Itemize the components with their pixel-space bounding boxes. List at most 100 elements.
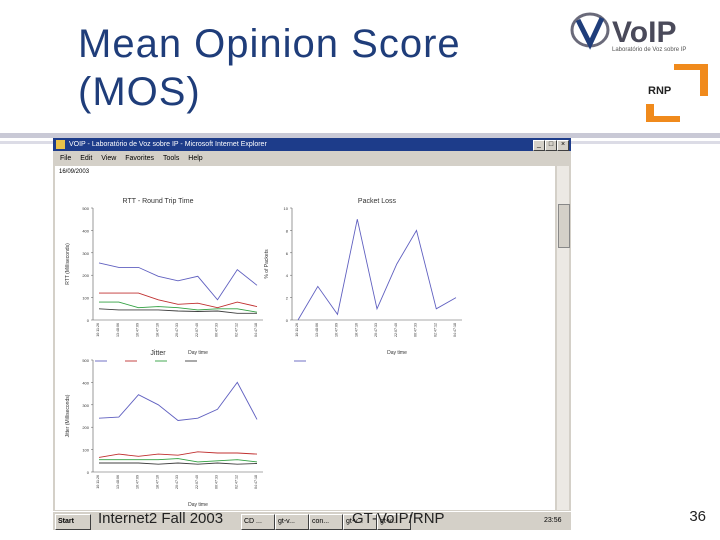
chart-0-series-2-line bbox=[99, 301, 258, 313]
chart-0-ytick-label-4: 400 bbox=[82, 228, 89, 233]
chart-0-ytick-label-2: 200 bbox=[82, 273, 89, 278]
menu-view[interactable]: View bbox=[101, 155, 117, 162]
chart-2-series-3-line bbox=[99, 462, 258, 465]
chart-1-ytick-label-3: 6 bbox=[286, 251, 289, 256]
slide-title: Mean Opinion Score (MOS) bbox=[78, 22, 461, 114]
chart-0-series-1-line bbox=[99, 292, 258, 309]
chart-2-series-1-line bbox=[98, 451, 258, 458]
chart-1-title: Packet Loss bbox=[358, 198, 397, 205]
chart-1-xtick-label-2: 16:47:09 bbox=[335, 323, 339, 337]
voip-logo: VoIP Laboratório de Voz sobre IP bbox=[568, 10, 710, 54]
footer-center: GT-VoIP/RNP bbox=[352, 510, 445, 527]
ie-icon bbox=[56, 140, 65, 149]
chart-2-xtick-label-3: 18:47:16 bbox=[155, 475, 159, 489]
maximize-button[interactable]: □ bbox=[545, 140, 557, 151]
chart-0-xtick-label-6: 00:47:33 bbox=[215, 323, 219, 337]
rnp-logo: RNP bbox=[646, 62, 708, 124]
chart-1-xtick-label-6: 00:47:33 bbox=[414, 323, 418, 337]
menu-file[interactable]: File bbox=[60, 155, 72, 162]
chart-2-ytick-label-3: 300 bbox=[82, 403, 89, 408]
browser-menubar: File Edit View Favorites Tools Help bbox=[53, 152, 571, 165]
minimize-button[interactable]: _ bbox=[533, 140, 545, 151]
chart-2-xtick-label-5: 22:07:40 bbox=[195, 475, 199, 489]
chart-0-xtick-label-1: 13:48:06 bbox=[116, 323, 120, 337]
taskbar-clock: 23:56 bbox=[544, 517, 562, 524]
browser-titlebar: VOIP - Laboratório de Voz sobre IP - Mic… bbox=[53, 138, 571, 151]
menu-favorites[interactable]: Favorites bbox=[125, 155, 155, 162]
chart-2-ytick-label-1: 100 bbox=[82, 448, 89, 453]
chart-2-ytick-label-4: 400 bbox=[82, 380, 89, 385]
browser-window-title: VOIP - Laboratório de Voz sobre IP - Mic… bbox=[69, 141, 267, 148]
browser-content: 16/09/2003 RTT - Round Trip Time 0 100 200 3… bbox=[55, 166, 555, 510]
chart-0-ytick-label-0: 0 bbox=[87, 318, 90, 323]
start-button[interactable]: Start bbox=[55, 514, 91, 530]
page-number: 36 bbox=[689, 508, 706, 525]
chart-1-series-0-line bbox=[297, 219, 457, 321]
chart-2-xtick-label-8: 04:47:18 bbox=[254, 475, 258, 489]
browser-screenshot: VOIP - Laboratório de Voz sobre IP - Mic… bbox=[53, 138, 571, 530]
chart-1-ytick-label-0: 0 bbox=[286, 318, 289, 323]
chart-1-ytick-label-1: 2 bbox=[286, 296, 289, 301]
chart-0-xtick-label-2: 16:47:09 bbox=[136, 323, 140, 337]
chart-2-series-0-line bbox=[98, 381, 258, 421]
taskbar-item-con[interactable]: con... bbox=[309, 514, 343, 530]
scrollbar-thumb[interactable] bbox=[558, 204, 570, 248]
chart-2-xtick-label-4: 20:47:33 bbox=[175, 475, 179, 489]
chart-1-xtick-label-7: 02:47:12 bbox=[433, 323, 437, 337]
chart-1-xtick-label-1: 13:48:06 bbox=[315, 323, 319, 337]
chart-1-ylabel: % of Packets bbox=[264, 249, 270, 279]
chart-2-ytick-label-2: 200 bbox=[82, 425, 89, 430]
chart-1-xtick-label-3: 18:47:16 bbox=[354, 323, 358, 337]
voip-logo-text: VoIP bbox=[612, 16, 676, 49]
chart-0-xtick-label-8: 04:47:18 bbox=[254, 323, 258, 337]
chart-1-xtick-label-0: 10:11:26 bbox=[295, 323, 299, 337]
chart-1-ytick-label-2: 4 bbox=[286, 273, 289, 278]
chart-0-xlabel: Day time bbox=[188, 350, 208, 356]
chart-0-xtick-label-0: 10:11:26 bbox=[96, 323, 100, 337]
chart-2-ytick-label-0: 0 bbox=[87, 470, 90, 475]
chart-0-ytick-label-1: 100 bbox=[82, 296, 89, 301]
chart-0-xtick-label-3: 18:47:16 bbox=[155, 323, 159, 337]
chart-2-xtick-label-6: 00:47:33 bbox=[215, 475, 219, 489]
chart-0-ytick-label-3: 300 bbox=[82, 251, 89, 256]
menu-tools[interactable]: Tools bbox=[163, 155, 180, 162]
chart-1-xtick-label-4: 20:47:33 bbox=[374, 323, 378, 337]
chart-0-xtick-label-5: 22:07:40 bbox=[195, 323, 199, 337]
title-divider bbox=[0, 133, 720, 138]
chart-2-xtick-label-2: 16:47:09 bbox=[136, 475, 140, 489]
charts-area: RTT - Round Trip Time0100200300400500RTT… bbox=[65, 198, 462, 508]
close-button[interactable]: × bbox=[557, 140, 569, 151]
chart-2-xtick-label-1: 13:48:06 bbox=[116, 475, 120, 489]
chart-2-ytick-label-5: 500 bbox=[82, 358, 89, 363]
chart-0-xtick-label-7: 02:47:12 bbox=[234, 323, 238, 337]
page-date: 16/09/2003 bbox=[59, 169, 90, 175]
chart-2-series-2-line bbox=[99, 458, 258, 463]
chart-2-xlabel: Day time bbox=[188, 502, 208, 508]
chart-0-title: RTT - Round Trip Time bbox=[123, 198, 194, 205]
chart-0-ytick-label-5: 500 bbox=[82, 206, 89, 211]
windows-taskbar: Start CD ... gt-v... con... gt-v... gt-v… bbox=[53, 511, 571, 530]
chart-1-xtick-label-5: 22:07:40 bbox=[394, 323, 398, 337]
chart-1-xtick-label-8: 04:47:18 bbox=[453, 323, 457, 337]
menu-edit[interactable]: Edit bbox=[80, 155, 93, 162]
voip-logo-subtitle: Laboratório de Voz sobre IP bbox=[612, 47, 686, 53]
chart-1-xlabel: Day time bbox=[387, 350, 407, 356]
rnp-logo-text: RNP bbox=[648, 85, 671, 97]
vertical-scrollbar[interactable] bbox=[557, 166, 570, 510]
chart-0-xtick-label-4: 20:47:33 bbox=[175, 323, 179, 337]
chart-2-ylabel: Jitter (Milliseconds) bbox=[65, 394, 71, 437]
taskbar-item-cd[interactable]: CD ... bbox=[241, 514, 275, 530]
chart-2-xtick-label-7: 02:47:12 bbox=[234, 475, 238, 489]
taskbar-item-gt-v-3[interactable]: gt-v... bbox=[377, 514, 411, 530]
footer-left: Internet2 Fall 2003 bbox=[98, 510, 224, 527]
chart-2-xtick-label-0: 10:11:26 bbox=[96, 475, 100, 489]
menu-help[interactable]: Help bbox=[188, 155, 203, 162]
chart-0-ylabel: RTT (Milliseconds) bbox=[65, 243, 71, 285]
chart-1-ytick-label-4: 8 bbox=[286, 228, 289, 233]
taskbar-item-gt-v-2[interactable]: gt-v... bbox=[343, 514, 377, 530]
chart-0-series-3-line bbox=[98, 308, 257, 314]
chart-1-ytick-label-5: 10 bbox=[284, 206, 289, 211]
chart-0-series-0-line bbox=[98, 262, 258, 301]
taskbar-item-gt-v-1[interactable]: gt-v... bbox=[275, 514, 309, 530]
chart-2-title: Jitter bbox=[150, 350, 166, 357]
